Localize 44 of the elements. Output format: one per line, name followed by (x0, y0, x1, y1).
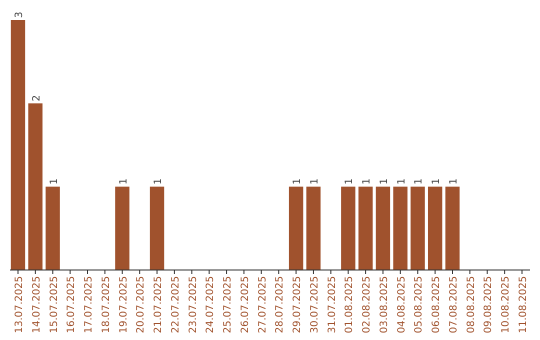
data-label: 1 (118, 178, 130, 185)
data-label: 1 (448, 178, 460, 185)
x-tick-label: 20.07.2025 (136, 276, 147, 334)
x-tick-label: 23.07.2025 (188, 276, 199, 334)
data-label: 1 (309, 178, 320, 185)
data-label: 1 (344, 178, 356, 185)
x-tick-label: 29.07.2025 (292, 276, 304, 334)
data-label: 3 (14, 12, 25, 18)
x-tick-label: 01.08.2025 (344, 276, 356, 334)
x-tick-label: 09.08.2025 (483, 276, 494, 334)
x-tick-label: 17.07.2025 (84, 276, 95, 334)
x-tick-label: 28.07.2025 (274, 276, 286, 334)
x-tick-label: 21.07.2025 (153, 276, 164, 334)
x-tick-label: 13.07.2025 (14, 276, 25, 334)
data-label: 1 (48, 178, 60, 185)
x-tick-label: 15.07.2025 (48, 276, 60, 334)
data-label: 2 (31, 94, 42, 102)
data-label: 1 (414, 178, 425, 185)
data-label: 1 (292, 178, 304, 185)
x-tick-label: 02.08.2025 (362, 276, 373, 334)
x-tick-label: 08.08.2025 (466, 276, 477, 334)
x-tick-label: 11.08.2025 (518, 276, 530, 334)
data-label: 1 (396, 178, 408, 185)
x-tick-label: 18.07.2025 (100, 276, 112, 334)
data-label: 1 (431, 178, 442, 185)
x-tick-label: 19.07.2025 (118, 276, 130, 334)
x-tick-label: 05.08.2025 (414, 276, 425, 334)
x-tick-label: 27.07.2025 (257, 276, 268, 334)
x-tick-label: 25.07.2025 (222, 276, 234, 334)
x-tick-label: 24.07.2025 (205, 276, 216, 334)
data-label: 1 (153, 178, 164, 185)
x-tick-label: 14.07.2025 (31, 276, 42, 334)
x-tick-label: 06.08.2025 (431, 276, 442, 334)
data-label: 1 (378, 178, 390, 185)
x-tick-label: 10.08.2025 (500, 276, 512, 334)
x-tick-label: 16.07.2025 (66, 276, 78, 334)
x-tick-label: 30.07.2025 (309, 276, 320, 334)
data-label: 1 (362, 178, 373, 185)
x-tick-label: 04.08.2025 (396, 276, 408, 334)
x-tick-label: 26.07.2025 (240, 276, 251, 334)
x-tick-label: 22.07.2025 (170, 276, 182, 334)
x-tick-label: 03.08.2025 (378, 276, 390, 334)
x-tick-label: 07.08.2025 (448, 276, 460, 334)
x-tick-label: 31.07.2025 (326, 276, 338, 334)
